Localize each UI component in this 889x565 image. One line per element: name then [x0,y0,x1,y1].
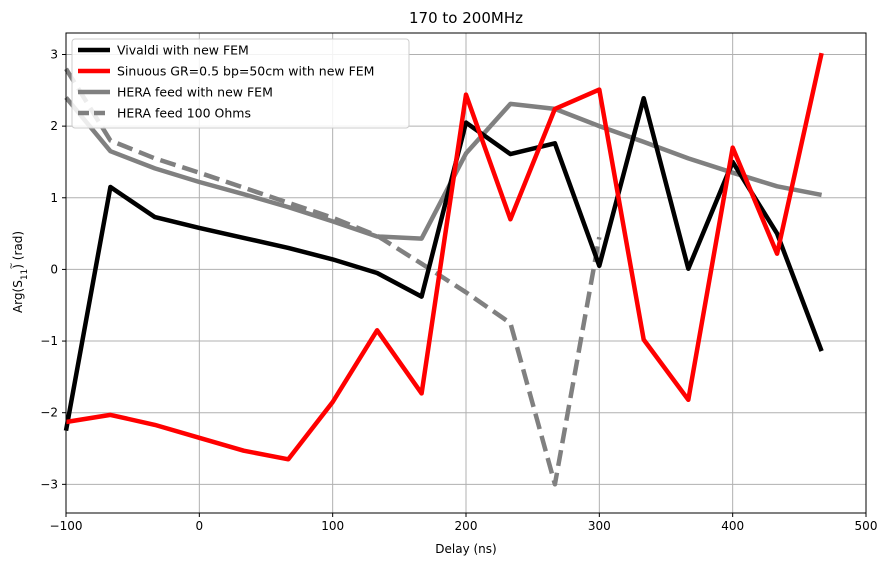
y-label-suffix: ) (rad) [11,231,25,269]
y-axis-label: Arg(S11) (rad) [11,231,30,313]
series-line-1 [63,95,824,432]
legend-label-4: HERA feed 100 Ohms [117,106,251,121]
x-tick-label: 300 [588,519,611,533]
x-tick-label: −100 [50,519,83,533]
legend: Vivaldi with new FEM Sinuous GR=0.5 bp=50… [71,38,410,129]
x-axis-label: Delay (ns) [435,542,496,556]
y-tick-label: −3 [40,477,58,491]
x-tick-label: 0 [196,519,204,533]
legend-label-3: HERA feed with new FEM [117,85,273,100]
y-label-tilde: ~ [7,262,17,270]
series-line-2 [65,52,824,462]
axis-ticks: −100 0 100 200 300 400 500 −3 −2 −1 0 1 2 3 [40,47,877,533]
y-tick-label: −2 [40,406,58,420]
x-tick-label: 100 [321,519,344,533]
y-tick-label: −1 [40,334,58,348]
y-label-subscript: 11 [20,269,30,280]
x-tick-label: 200 [455,519,478,533]
x-tick-label: 500 [855,519,878,533]
y-label-symbol: S [11,280,25,288]
x-tick-label: 400 [721,519,744,533]
y-tick-label: 0 [50,262,58,276]
series-line-3 [64,96,823,241]
y-tick-label: 1 [50,191,58,205]
chart-title: 170 to 200MHz [409,9,523,27]
y-label-prefix: Arg( [11,288,25,313]
series-lines [63,52,824,487]
legend-box [71,38,410,129]
y-tick-label: 3 [50,47,58,61]
y-tick-label: 2 [50,119,58,133]
legend-label-1: Vivaldi with new FEM [117,43,249,58]
legend-label-2: Sinuous GR=0.5 bp=50cm with new FEM [117,64,374,79]
